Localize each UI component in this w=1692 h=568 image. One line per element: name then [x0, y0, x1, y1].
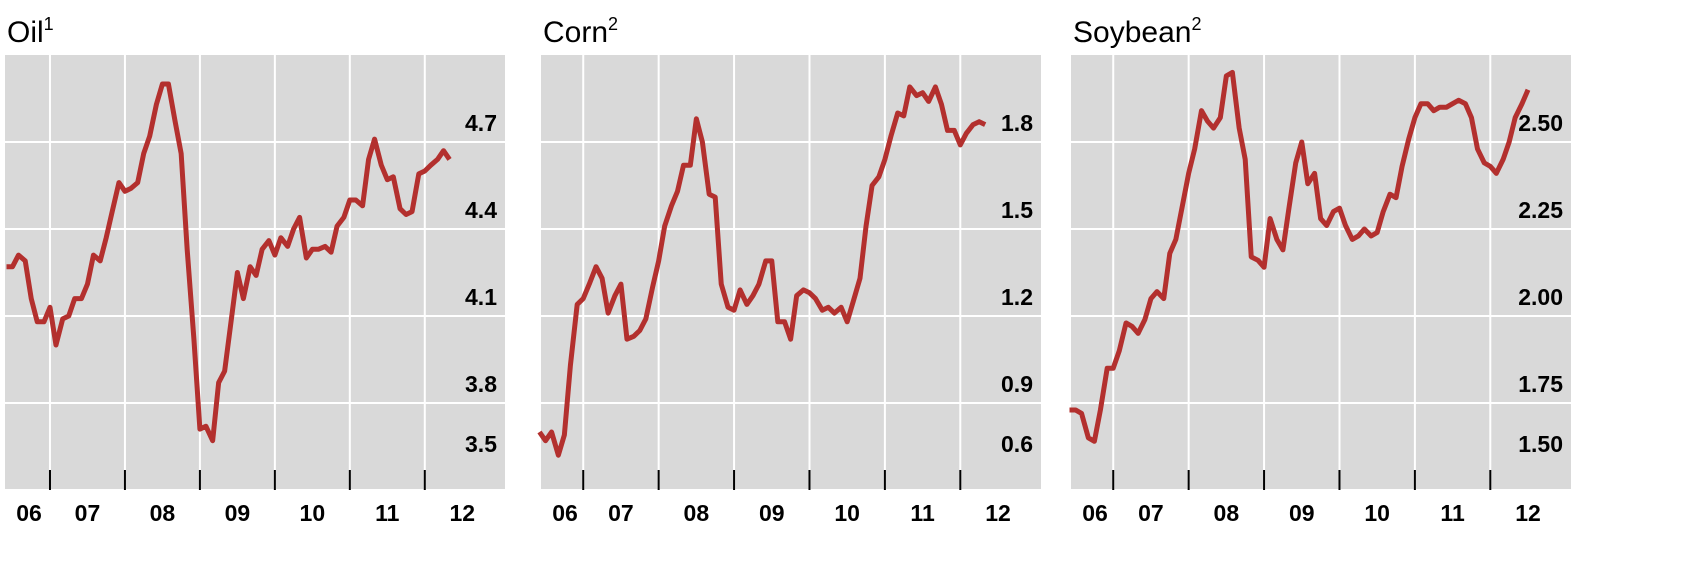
x-tick-label: 11 — [1440, 500, 1465, 526]
price-line — [1069, 69, 1531, 444]
x-tick-label: 08 — [150, 500, 176, 526]
y-tick-label: 2.50 — [1518, 110, 1563, 136]
x-tick-label: 07 — [608, 500, 634, 526]
title-text: Soybean — [1073, 16, 1191, 49]
x-tick-label: 12 — [449, 500, 475, 526]
y-tick-label: 3.5 — [465, 431, 497, 457]
title-text: Corn — [543, 16, 608, 49]
y-tick-label: 1.2 — [1001, 284, 1033, 310]
x-tick-label: 08 — [684, 500, 710, 526]
x-tick-label: 06 — [552, 500, 578, 526]
price-line — [6, 81, 452, 444]
x-tick-label: 11 — [375, 500, 400, 526]
plot-background — [541, 55, 1041, 490]
y-tick-label: 1.8 — [1001, 110, 1033, 136]
title-footnote: 2 — [608, 14, 618, 34]
x-tick-label: 09 — [225, 500, 251, 526]
y-tick-label: 3.8 — [465, 371, 497, 397]
x-tick-label: 08 — [1214, 500, 1240, 526]
title-footnote: 1 — [44, 14, 54, 34]
x-tick-label: 06 — [1082, 500, 1108, 526]
x-tick-label: 10 — [834, 500, 860, 526]
panel: Soybean2 1.50 1.75 2.00 2.25 2.50 06 07 08 09 10 11… — [1069, 14, 1571, 526]
x-tick-label: 10 — [1364, 500, 1390, 526]
panel-title: Oil1 — [7, 14, 54, 49]
x-tick-label: 09 — [759, 500, 785, 526]
panel-title: Corn2 — [543, 14, 618, 49]
y-tick-label: 2.25 — [1518, 197, 1563, 223]
y-tick-label: 1.50 — [1518, 431, 1563, 457]
y-tick-label: 4.4 — [465, 197, 497, 223]
y-tick-label: 0.9 — [1001, 371, 1033, 397]
panel: Oil1 3.5 3.8 4.1 4.4 4.7 06 07 08 09 10 11 12 — [5, 14, 505, 526]
title-text: Oil — [7, 16, 44, 49]
x-tick-label: 12 — [1515, 500, 1541, 526]
x-tick-label: 11 — [910, 500, 935, 526]
plot-background — [1071, 55, 1571, 490]
x-tick-label: 07 — [1138, 500, 1164, 526]
y-tick-label: 1.75 — [1518, 371, 1563, 397]
x-tick-label: 06 — [16, 500, 42, 526]
x-tick-label: 12 — [985, 500, 1011, 526]
panel: Corn2 0.6 0.9 1.2 1.5 1.8 06 07 08 09 10 11 12 — [537, 14, 1041, 526]
title-footnote: 2 — [1191, 14, 1201, 34]
price-line — [537, 84, 987, 458]
panel-title: Soybean2 — [1073, 14, 1201, 49]
y-tick-label: 2.00 — [1518, 284, 1563, 310]
y-tick-label: 1.5 — [1001, 197, 1033, 223]
x-tick-label: 09 — [1289, 500, 1315, 526]
y-tick-label: 0.6 — [1001, 431, 1033, 457]
x-tick-label: 10 — [300, 500, 326, 526]
y-tick-label: 4.1 — [465, 284, 497, 310]
x-tick-label: 07 — [75, 500, 101, 526]
y-tick-label: 4.7 — [465, 110, 497, 136]
